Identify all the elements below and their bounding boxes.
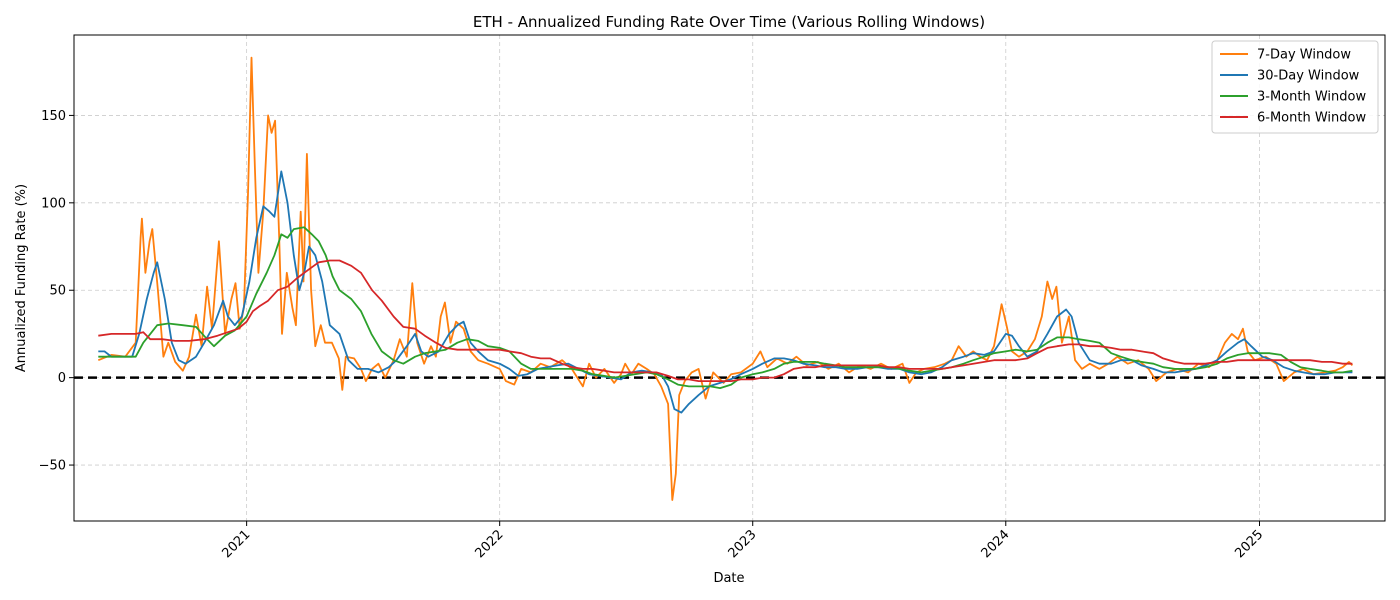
- series-line-3: [98, 226, 1353, 389]
- y-tick-label: 0: [58, 371, 66, 386]
- plot-frame: [73, 34, 1386, 522]
- legend-label-2: 30-Day Window: [1257, 69, 1360, 84]
- y-tick-label: 50: [49, 284, 66, 299]
- legend-label-4: 6-Month Window: [1257, 111, 1366, 126]
- series-layer: [97, 56, 1354, 501]
- y-tick-label: 150: [41, 109, 66, 124]
- legend-label-1: 7-Day Window: [1257, 48, 1351, 63]
- y-tick-label: 100: [41, 196, 66, 211]
- legend-label-3: 3-Month Window: [1257, 90, 1366, 105]
- series-line-4: [98, 259, 1353, 382]
- legend-frame: [1211, 40, 1379, 134]
- series-line-1: [97, 56, 1354, 501]
- y-tick-label: −50: [39, 459, 66, 474]
- x-axis-label: Date: [713, 571, 744, 586]
- y-axis: −50 0 50 100 150: [39, 109, 74, 474]
- y-axis-label: Annualized Funding Rate (%): [14, 184, 29, 372]
- chart-legend: 7-Day Window 30-Day Window 3-Month Window 6…: [1211, 40, 1379, 134]
- chart-title: ETH - Annualized Funding Rate Over Time …: [473, 13, 985, 31]
- series-line-2: [98, 170, 1353, 414]
